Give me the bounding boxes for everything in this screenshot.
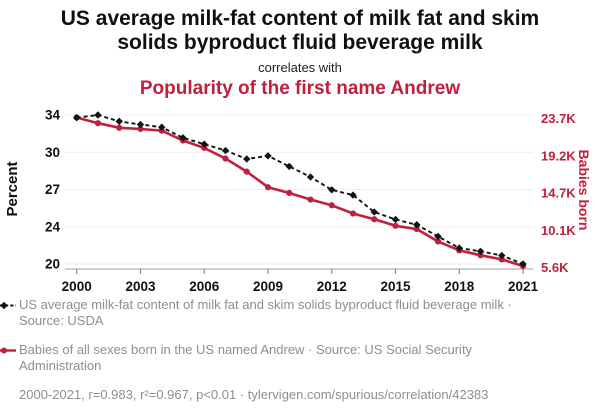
data-point-babies-named-andrew: [371, 216, 378, 223]
data-point-milk-fat-percent: [136, 120, 145, 129]
data-point-milk-fat-percent: [243, 155, 251, 163]
andrew-series-legend-marker-icon: [0, 347, 16, 354]
data-point-milk-fat-percent: [455, 244, 463, 252]
x-tick-label: 2009: [253, 279, 283, 294]
data-point-milk-fat-percent: [413, 221, 421, 229]
x-tick-label: 2015: [380, 279, 411, 294]
data-point-milk-fat-percent: [391, 215, 400, 224]
data-point-babies-named-andrew: [94, 120, 102, 127]
x-tick-label: 2003: [125, 279, 156, 294]
data-point-milk-fat-percent: [115, 117, 123, 126]
x-tick-label: 2012: [317, 279, 347, 294]
milk-series-legend-marker-icon: [0, 301, 16, 310]
data-point-babies-named-andrew: [392, 222, 399, 229]
data-point-babies-named-andrew: [137, 125, 144, 133]
right-axis-title: Babies born: [576, 150, 592, 231]
data-point-milk-fat-percent: [306, 173, 315, 181]
chart-header: US average milk-fat content of milk fat …: [0, 0, 600, 100]
data-point-babies-named-andrew: [349, 210, 357, 217]
page-title: US average milk-fat content of milk fat …: [60, 7, 540, 55]
data-point-babies-named-andrew: [264, 184, 272, 191]
x-tick-label: 2000: [62, 279, 92, 294]
stats-footnote: 2000-2021, r=0.983, r²=0.967, p<0.01 · t…: [19, 387, 489, 402]
correlates-with-text: correlates with: [258, 60, 342, 76]
right-tick-label: 23.7K: [541, 111, 576, 126]
data-point-milk-fat-percent: [434, 232, 442, 241]
data-point-babies-named-andrew: [307, 196, 314, 203]
data-point-babies-named-andrew: [434, 238, 442, 245]
data-point-milk-fat-percent: [221, 146, 230, 155]
series-line-milk-fat-percent: [76, 114, 524, 265]
legend-item-milk: US average milk-fat content of milk fat …: [0, 297, 596, 329]
left-tick-label: 27: [45, 182, 60, 197]
data-point-milk-fat-percent: [179, 134, 187, 142]
data-point-milk-fat-percent: [285, 162, 293, 171]
left-tick-label: 24: [45, 219, 61, 234]
data-point-babies-named-andrew: [116, 124, 123, 131]
data-point-milk-fat-percent: [519, 260, 527, 268]
data-point-milk-fat-percent: [370, 208, 378, 216]
data-point-milk-fat-percent: [200, 140, 208, 148]
left-tick-label: 34: [45, 108, 61, 123]
legend-item-andrew: Babies of all sexes born in the US named…: [0, 342, 596, 374]
right-tick-label: 14.7K: [541, 186, 576, 201]
line-chart: 2000 2003 2006 2009 2012 2015 2018 2021 34 30 27 24…: [4, 108, 592, 295]
left-tick-label: 20: [45, 257, 60, 272]
right-tick-label: 5.6K: [541, 260, 569, 275]
x-tick-label: 2006: [189, 279, 220, 294]
data-point-milk-fat-percent: [94, 111, 102, 119]
right-tick-label: 19.2K: [541, 148, 576, 163]
x-tick-label: 2021: [508, 279, 539, 294]
data-point-babies-named-andrew: [413, 225, 420, 233]
chart-legend: US average milk-fat content of milk fat …: [0, 297, 596, 403]
series-line-babies-named-andrew: [76, 116, 524, 268]
data-point-babies-named-andrew: [243, 168, 250, 175]
right-tick-label: 10.1K: [541, 223, 576, 238]
data-point-babies-named-andrew: [328, 202, 335, 209]
series-milk-fat-percent: [73, 111, 527, 268]
data-point-milk-fat-percent: [264, 152, 272, 160]
data-point-babies-named-andrew: [477, 252, 484, 259]
data-point-milk-fat-percent: [73, 113, 81, 122]
x-tick-label: 2018: [444, 279, 475, 294]
correlate-title: Popularity of the first name Andrew: [139, 78, 461, 100]
data-point-babies-named-andrew: [286, 189, 293, 197]
data-point-milk-fat-percent: [158, 123, 166, 131]
data-point-milk-fat-percent: [476, 247, 485, 255]
data-point-babies-named-andrew: [222, 155, 229, 162]
data-point-babies-named-andrew: [498, 256, 505, 263]
data-point-milk-fat-percent: [349, 191, 357, 199]
left-tick-label: 30: [45, 145, 60, 160]
legend-label-andrew: Babies of all sexes born in the US named…: [19, 342, 473, 373]
data-point-milk-fat-percent: [328, 186, 336, 194]
left-axis-title: Percent: [4, 161, 21, 216]
legend-label-milk: US average milk-fat content of milk fat …: [19, 297, 512, 328]
data-point-milk-fat-percent: [498, 251, 506, 260]
